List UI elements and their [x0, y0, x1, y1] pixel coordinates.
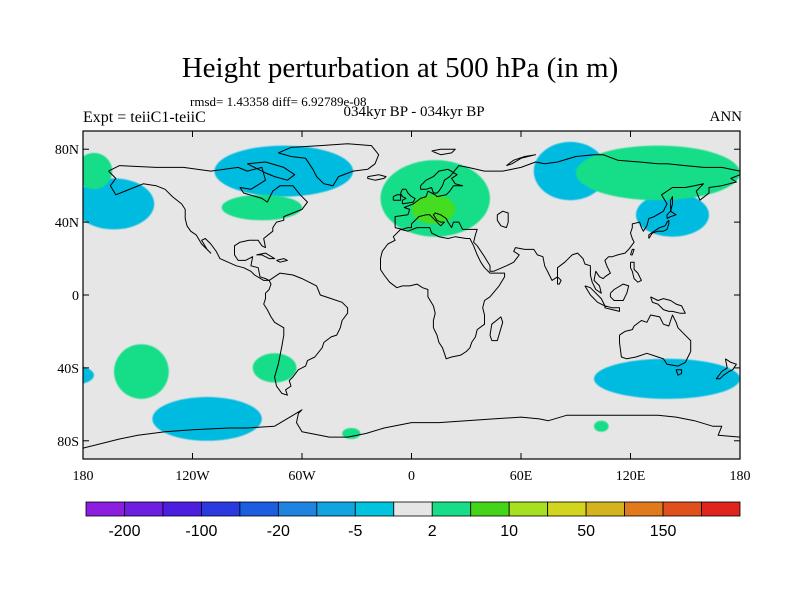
season-label: ANN — [709, 109, 743, 125]
colorbar-box — [662, 501, 702, 517]
y-axis: 80N 40N 0 40S 80S — [55, 143, 740, 450]
coastline — [630, 248, 635, 256]
map-title: Height perturbation at 500 hPa (in m) — [181, 52, 619, 84]
anomaly-region — [214, 145, 354, 197]
x-tick-label: 180 — [73, 469, 94, 484]
anomaly-region — [221, 194, 302, 221]
colorbar-label: 50 — [577, 523, 595, 540]
colorbar-box — [508, 501, 549, 517]
colorbar: -200 -100 -20 -5 2 10 50 150 — [85, 501, 741, 540]
colorbar-label: -100 — [185, 523, 217, 540]
y-tick-label: 80S — [57, 435, 79, 450]
coastline — [367, 174, 387, 181]
colorbar-label: 10 — [500, 523, 518, 540]
coastline — [715, 358, 737, 380]
stats-label: rmsd= 1.43358 diff= 6.92789e-08 — [190, 94, 367, 109]
coastlines — [83, 143, 740, 449]
coastline — [557, 276, 562, 285]
x-tick-label: 120W — [175, 469, 210, 484]
coastline — [83, 409, 740, 449]
y-tick-label: 40S — [57, 362, 79, 377]
coastline — [380, 227, 506, 360]
colorbar-box — [277, 501, 318, 517]
x-tick-label: 60W — [288, 469, 316, 484]
x-axis: 180 120W 60W 0 60E 120E 180 — [73, 131, 751, 484]
colorbar-box — [316, 501, 356, 517]
experiment-label: Expt = teiiC1-teiiC — [83, 109, 206, 126]
coastline — [489, 316, 504, 342]
x-tick-label: 120E — [616, 469, 646, 484]
coastline — [108, 165, 308, 281]
anomaly-layer — [83, 141, 740, 441]
y-tick-label: 80N — [55, 143, 79, 158]
coastline — [675, 369, 683, 376]
coastline — [506, 154, 537, 167]
anomaly-region — [152, 397, 262, 441]
colorbar-label: 150 — [650, 523, 677, 540]
coastline — [609, 283, 630, 301]
colorbar-box — [547, 501, 587, 517]
colorbar-box — [470, 501, 510, 517]
anomaly-region — [252, 353, 297, 383]
coastline — [263, 272, 349, 396]
anomaly-region — [83, 152, 113, 190]
coastline — [496, 210, 509, 229]
colorbar-label: 2 — [428, 523, 437, 540]
colorbar-box — [239, 501, 279, 517]
coastline — [630, 261, 642, 283]
coastline — [392, 194, 402, 201]
anomaly-region — [575, 145, 740, 201]
anomaly-region — [635, 192, 709, 237]
anomaly-region — [83, 366, 94, 384]
coastline — [256, 252, 276, 260]
coastline — [670, 196, 673, 212]
y-tick-label: 0 — [72, 289, 79, 304]
colorbar-box — [701, 501, 741, 517]
colorbar-box — [162, 501, 202, 517]
anomaly-region — [83, 178, 155, 230]
anomaly-region — [411, 194, 456, 224]
colorbar-box — [85, 501, 125, 517]
coastline — [666, 210, 677, 219]
anomaly-region — [594, 420, 609, 432]
colorbar-box — [354, 501, 395, 517]
coastline — [604, 305, 620, 312]
colorbar-box — [393, 501, 433, 517]
coastline — [400, 188, 416, 205]
colorbar-box — [624, 501, 664, 517]
colorbar-box — [431, 501, 472, 517]
x-tick-label: 180 — [730, 469, 751, 484]
colorbar-label: -5 — [348, 523, 362, 540]
colorbar-label: -200 — [108, 523, 140, 540]
x-tick-label: 0 — [408, 469, 415, 484]
anomaly-region — [342, 428, 361, 439]
coastline — [648, 219, 670, 239]
anomaly-region — [114, 344, 169, 399]
coastline — [619, 314, 692, 367]
coastline — [431, 148, 456, 156]
y-tick-label: 40N — [55, 216, 79, 231]
coastline — [276, 258, 288, 263]
colorbar-box — [124, 501, 164, 517]
x-tick-label: 60E — [510, 469, 533, 484]
coastline — [650, 296, 686, 314]
period-label: 034kyr BP - 034kyr BP — [343, 104, 485, 120]
anomaly-region — [594, 358, 740, 399]
colorbar-label: -20 — [267, 523, 290, 540]
colorbar-box — [201, 501, 241, 517]
colorbar-box — [585, 501, 625, 517]
coastline — [394, 154, 740, 294]
coastline — [247, 161, 296, 181]
coastline — [278, 143, 380, 187]
